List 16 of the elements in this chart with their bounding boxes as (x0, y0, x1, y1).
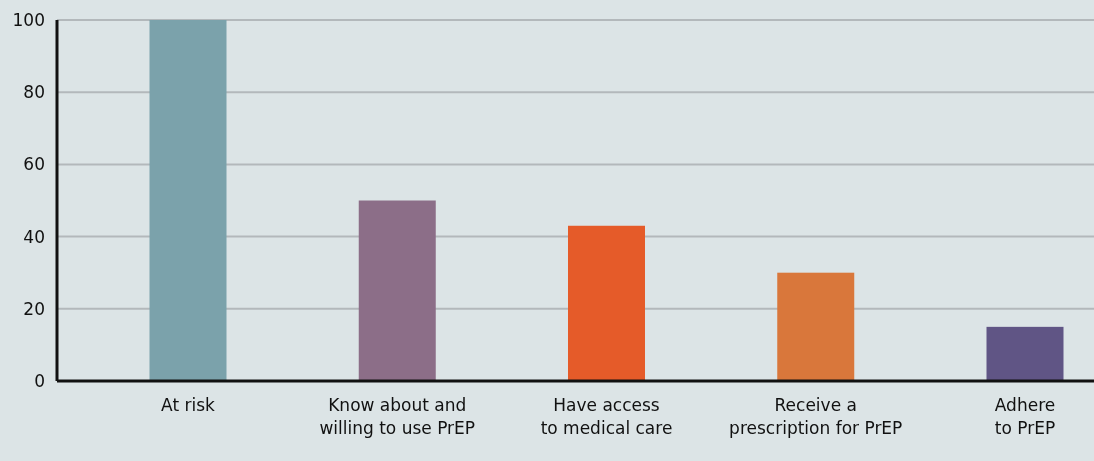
bar (986, 326, 1064, 381)
x-tick-label: Receive a prescription for PrEP (729, 395, 903, 438)
y-tick-label: 100 (12, 9, 45, 30)
bar (149, 20, 227, 381)
bar (358, 200, 436, 381)
bar (777, 272, 855, 381)
x-tick-label: At risk (161, 395, 216, 415)
bar (568, 225, 645, 381)
y-tick-label: 20 (23, 298, 45, 319)
x-tick-label: Know about and willing to use PrEP (319, 395, 476, 438)
y-tick-label: 0 (34, 370, 45, 391)
y-tick-label: 40 (23, 226, 45, 247)
y-tick-label: 80 (23, 82, 45, 103)
x-tick-label: Adhere to PrEP (994, 395, 1056, 438)
x-tick-label: Have access to medical care (540, 395, 673, 438)
y-tick-label: 60 (23, 154, 45, 175)
